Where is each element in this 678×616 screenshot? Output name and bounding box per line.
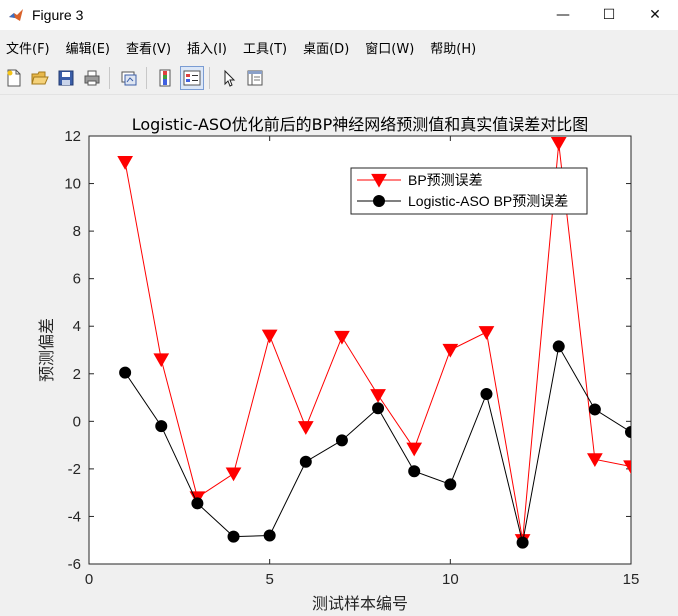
- link-plot-icon[interactable]: [117, 66, 141, 90]
- data-point: [625, 426, 631, 439]
- series-2: [119, 340, 631, 549]
- plot-svg: -6 -4 -2 0 2 4 6 8 10 12 0 5 10 15 Logistic-ASO优化前后的BP…: [37, 115, 640, 613]
- y-tick-label: -6: [68, 556, 81, 573]
- data-point: [516, 536, 529, 549]
- maximize-button[interactable]: ☐: [602, 7, 616, 23]
- x-tick-label: 0: [85, 571, 93, 588]
- print-icon[interactable]: [80, 66, 104, 90]
- series-layer: [117, 137, 631, 549]
- data-point: [335, 434, 348, 447]
- x-tick-label: 10: [442, 571, 459, 588]
- data-point: [261, 329, 278, 344]
- x-tick-label: 15: [623, 571, 640, 588]
- y-tick-label: 8: [73, 223, 81, 240]
- x-axis-label: 测试样本编号: [312, 594, 408, 613]
- y-tick-label: 6: [73, 271, 81, 288]
- figure-toolbar: [0, 62, 678, 95]
- menu-bar: 文件(F) 编辑(E) 查看(V) 插入(I) 工具(T) 桌面(D) 窗口(W…: [0, 34, 678, 60]
- x-tick-label: 5: [265, 571, 273, 588]
- close-button[interactable]: ✕: [649, 7, 661, 23]
- save-icon[interactable]: [54, 66, 78, 90]
- data-point: [119, 366, 132, 379]
- data-point: [408, 465, 421, 478]
- menu-desktop[interactable]: 桌面(D): [303, 41, 350, 57]
- legend[interactable]: BP预测误差 Logistic-ASO BP预测误差: [350, 167, 588, 215]
- data-point: [478, 326, 495, 340]
- data-point: [550, 137, 567, 151]
- data-point: [552, 340, 565, 353]
- menu-tools[interactable]: 工具(T): [243, 41, 288, 57]
- legend-label: Logistic-ASO BP预测误差: [408, 193, 568, 209]
- menu-view[interactable]: 查看(V): [125, 41, 172, 57]
- data-point: [227, 530, 240, 543]
- chart-title: Logistic-ASO优化前后的BP神经网络预测值和真实值误差对比图: [132, 115, 589, 134]
- window-titlebar: Figure 3 — ☐ ✕: [0, 0, 678, 30]
- y-tick-label: 12: [64, 128, 81, 145]
- open-file-icon[interactable]: [28, 66, 52, 90]
- data-point: [370, 389, 386, 403]
- data-point: [480, 387, 493, 400]
- data-point: [442, 343, 459, 358]
- data-point: [153, 353, 170, 368]
- figure-canvas[interactable]: -6 -4 -2 0 2 4 6 8 10 12 0 5 10 15 Logistic-ASO优化前后的BP…: [0, 96, 678, 616]
- y-tick-label: -4: [68, 508, 81, 525]
- menu-edit[interactable]: 编辑(E): [65, 41, 110, 57]
- legend-box: [350, 167, 588, 215]
- data-point: [588, 403, 601, 416]
- y-tick-label: 10: [64, 176, 81, 193]
- menu-insert[interactable]: 插入(I): [187, 41, 228, 57]
- data-point: [444, 478, 457, 491]
- data-point: [155, 420, 168, 433]
- menu-help[interactable]: 帮助(H): [430, 41, 477, 57]
- legend-icon[interactable]: [180, 66, 204, 90]
- window-controls: — ☐ ✕: [540, 0, 678, 30]
- matlab-app-icon: [9, 9, 23, 21]
- y-tick-label: 4: [73, 318, 81, 335]
- y-tick-label: -2: [68, 461, 81, 478]
- legend-marker: [371, 173, 387, 188]
- data-point: [297, 421, 314, 435]
- y-axis-label: 预测偏差: [37, 318, 56, 382]
- new-figure-icon[interactable]: [2, 66, 26, 90]
- menu-file[interactable]: 文件(F): [6, 41, 50, 57]
- legend-label: BP预测误差: [408, 172, 483, 188]
- colorbar-icon[interactable]: [154, 66, 178, 90]
- window-title: Figure 3: [32, 7, 84, 23]
- data-point: [406, 442, 423, 457]
- data-point: [263, 529, 276, 542]
- property-editor-icon[interactable]: [243, 66, 267, 90]
- toolbar-separator: [209, 67, 210, 89]
- toolbar-separator: [109, 67, 110, 89]
- pointer-icon[interactable]: [217, 66, 241, 90]
- data-point: [225, 467, 242, 482]
- data-point: [191, 497, 204, 510]
- data-point: [372, 402, 385, 415]
- data-point: [334, 330, 350, 345]
- y-tick-label: 0: [73, 413, 81, 430]
- data-point: [117, 156, 133, 170]
- menu-window[interactable]: 窗口(W): [365, 41, 415, 57]
- data-point: [587, 453, 603, 468]
- minimize-button[interactable]: —: [556, 7, 570, 23]
- toolbar-separator: [146, 67, 147, 89]
- data-point: [299, 455, 312, 468]
- y-tick-label: 2: [73, 366, 81, 383]
- legend-marker: [373, 195, 385, 207]
- data-point: [623, 460, 631, 475]
